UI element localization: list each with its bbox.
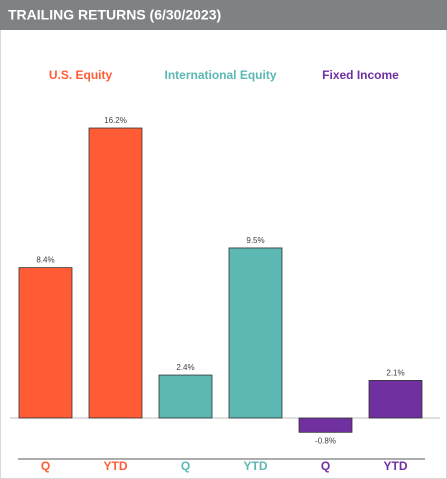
group-label: International Equity: [164, 68, 276, 82]
header-bar: [0, 0, 447, 30]
x-tick-label: YTD: [104, 459, 128, 473]
bar: [298, 417, 353, 433]
value-label: 2.1%: [386, 369, 404, 378]
x-tick-label: Q: [321, 459, 330, 473]
group-label: U.S. Equity: [49, 68, 113, 82]
bar: [158, 374, 213, 419]
chart-title: TRAILING RETURNS (6/30/2023): [8, 7, 221, 23]
x-tick-label: YTD: [384, 459, 408, 473]
bar: [228, 247, 283, 419]
value-label: 2.4%: [176, 363, 194, 372]
group-label: Fixed Income: [322, 68, 399, 82]
bar: [18, 267, 73, 419]
value-label: 8.4%: [36, 256, 54, 265]
value-label: -0.8%: [315, 436, 336, 445]
bar: [368, 380, 423, 419]
x-tick-label: YTD: [244, 459, 268, 473]
value-label: 16.2%: [104, 116, 127, 125]
value-label: 9.5%: [246, 236, 264, 245]
bar: [88, 127, 143, 419]
x-tick-label: Q: [41, 459, 50, 473]
x-tick-label: Q: [181, 459, 190, 473]
